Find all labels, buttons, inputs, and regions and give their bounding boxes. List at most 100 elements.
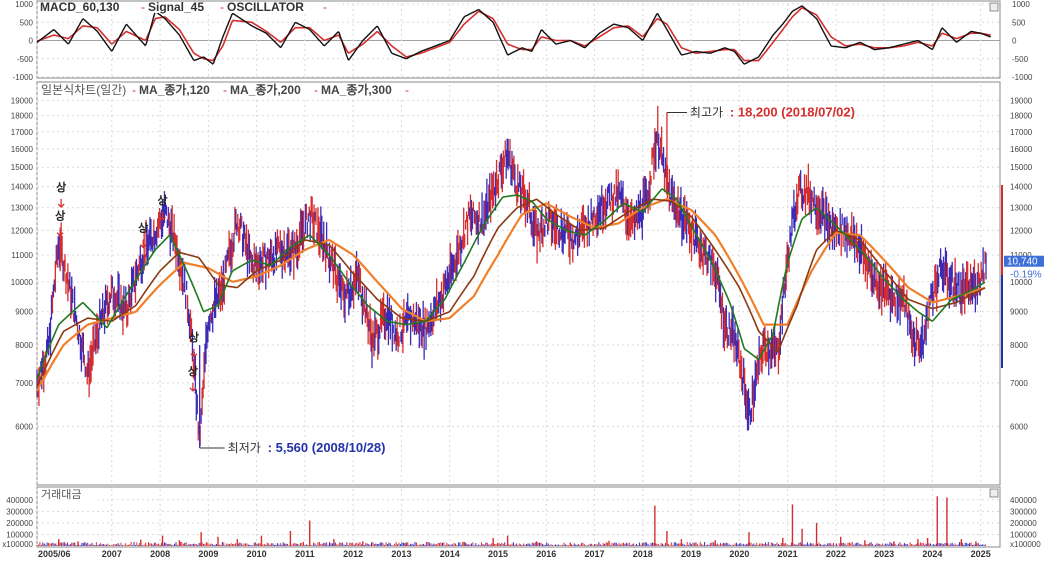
price-left-tick-label: 17000 (11, 128, 34, 137)
x-tick-label: 2013 (391, 549, 411, 559)
limit-up-arrow (190, 348, 198, 358)
current-price-change: -0.19% (1010, 270, 1042, 281)
limit-up-label: 상 (138, 221, 148, 235)
x-tick-label: 2010 (247, 549, 267, 559)
volume-right-tick-label: 400000 (1010, 496, 1037, 505)
price-right-tick-label: 11000 (1010, 251, 1032, 260)
x-tick-label: 2017 (585, 549, 605, 559)
price-right-tick-label: 7000 (1010, 379, 1028, 388)
price-right-tick-label: 19000 (1010, 96, 1033, 105)
price-left-tick-label: 10000 (11, 278, 34, 287)
limit-up-arrow (56, 227, 64, 237)
price-legend-candles: 일본식차트(일간) (41, 83, 126, 97)
price-left-tick-label: 15000 (11, 163, 34, 172)
price-legend-ma300: MA_종가,300 (321, 82, 392, 97)
price-panel-frame (36, 81, 1001, 486)
macd-right-tick-label: -500 (1012, 55, 1029, 64)
price-grid (36, 85, 1000, 484)
volume-right-tick-label: 100000 (1010, 530, 1037, 539)
volume-axis-note-right: x100000 (1010, 540, 1041, 549)
macd-left-tick-label: 0 (29, 37, 34, 46)
x-tick-label: 2024 (922, 549, 942, 559)
x-tick-label: 2021 (778, 549, 798, 559)
volume-right-tick-label: 300000 (1010, 507, 1037, 516)
price-right-tick-label: 12000 (1010, 226, 1033, 235)
price-left-tick-label: 9000 (15, 308, 33, 317)
volume-legend-label: 거래대금 (41, 488, 81, 501)
limit-up-label: 상 (55, 209, 65, 223)
high-price-value: : 18,200 (2018/07/02) (730, 105, 855, 120)
svg-text:-: - (141, 0, 145, 14)
volume-left-tick-label: 300000 (6, 507, 33, 516)
low-price-annotation: 최저가 : 5,560 (2008/10/28) (199, 440, 385, 455)
macd-legend-macd: MACD_60,130 (40, 0, 120, 14)
volume-axis-note-left: x100000 (2, 540, 33, 549)
price-left-tick-label: 13000 (11, 204, 34, 213)
volume-left-tick-label: 100000 (6, 530, 33, 539)
x-tick-label: 2009 (198, 549, 218, 559)
macd-lines (36, 5, 991, 65)
price-candles (36, 105, 987, 448)
macd-grid (36, 3, 1000, 78)
price-left-tick-label: 6000 (15, 422, 33, 431)
price-right-tick-label: 17000 (1010, 128, 1033, 137)
volume-right-tick-label: 200000 (1010, 519, 1037, 528)
svg-text:-: - (405, 83, 409, 97)
price-right-tick-label: 9000 (1010, 308, 1028, 317)
signal-line (36, 7, 991, 62)
macd-left-tick-label: -1000 (13, 73, 34, 82)
current-price-value: 10,740 (1007, 257, 1038, 268)
x-tick-label: 2018 (633, 549, 653, 559)
price-left-tick-label: 8000 (15, 341, 33, 350)
volume-grid (36, 489, 1000, 546)
current-price-tag: 10,740 -0.19% (1004, 255, 1044, 281)
macd-line (36, 5, 991, 65)
x-tick-label: 2011 (295, 549, 315, 559)
current-price-box (1004, 255, 1044, 267)
left-axis-labels: 1000 500 0 -500 -1000 19000 18000 17000 16000 150… (2, 0, 33, 549)
macd-left-tick-label: 500 (20, 18, 34, 27)
limit-up-arrow (139, 239, 147, 249)
high-price-label: 최고가 (690, 106, 723, 120)
macd-legend-oscillator: OSCILLATOR (227, 0, 304, 14)
macd-right-tick-label: 0 (1012, 37, 1017, 46)
macd-legend: MACD_60,130 - Signal_45 - OSCILLATOR - (38, 0, 338, 14)
x-axis-labels: 2005/06 2007 2008 2009 2010 2011 2012 2013 2014 2… (38, 549, 991, 559)
x-tick-label: 2025 (971, 549, 991, 559)
range-indicator-up (1001, 185, 1003, 275)
macd-left-tick-label: 1000 (15, 0, 33, 9)
range-indicator-down (1001, 275, 1003, 368)
x-tick-label: 2005/06 (38, 549, 71, 559)
price-left-tick-label: 16000 (11, 145, 34, 154)
macd-right-tick-label: 1000 (1012, 0, 1030, 9)
ma120-line (36, 188, 986, 380)
limit-up-arrow (159, 211, 166, 221)
svg-text:-: - (132, 83, 136, 97)
price-legend: 일본식차트(일간) - MA_종가,120 - MA_종가,200 - MA_종… (38, 82, 418, 97)
limit-up-label: 상 (56, 180, 66, 194)
price-right-tick-label: 10000 (1010, 278, 1033, 287)
x-tick-label: 2023 (874, 549, 894, 559)
macd-panel-menu-button[interactable] (989, 2, 999, 12)
price-left-tick-label: 12000 (11, 226, 34, 235)
macd-right-tick-label: 500 (1012, 18, 1026, 27)
price-right-tick-label: 6000 (1010, 422, 1028, 431)
low-price-label: 최저가 (228, 441, 261, 455)
x-tick-label: 2012 (343, 549, 363, 559)
limit-up-label: 상 (157, 193, 167, 207)
limit-up-label: 상 (189, 330, 199, 344)
x-tick-label: 2014 (440, 549, 460, 559)
price-right-tick-label: 14000 (1010, 183, 1033, 192)
x-tick-label: 2019 (681, 549, 701, 559)
volume-panel-menu-button[interactable] (989, 488, 999, 498)
x-tick-label: 2016 (536, 549, 556, 559)
limit-up-label: 상 (188, 364, 198, 378)
svg-text:-: - (323, 0, 327, 14)
x-tick-label: 2008 (150, 549, 170, 559)
price-left-tick-label: 11000 (11, 251, 33, 260)
price-right-tick-label: 16000 (1010, 145, 1033, 154)
price-legend-ma200: MA_종가,200 (230, 82, 301, 97)
x-tick-label: 2022 (826, 549, 846, 559)
